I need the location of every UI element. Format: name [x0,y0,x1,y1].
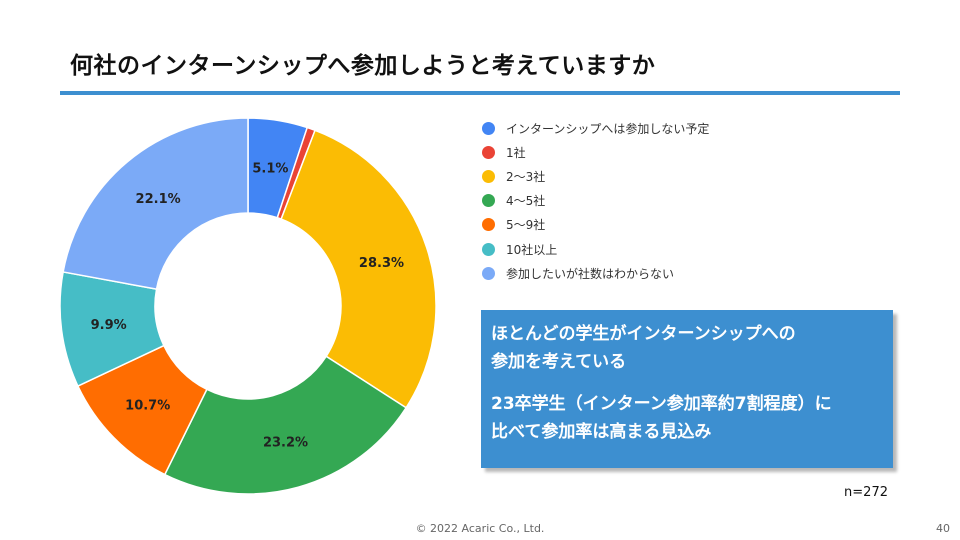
legend-swatch [482,266,495,280]
slice-value-label-7: 22.1% [136,192,181,207]
callout-box: ほとんどの学生がインターンシップへの 参加を考えている 23卒学生（インターン参… [481,310,893,468]
slice-value-label-1: 5.1% [252,161,288,176]
page-number: 40 [936,522,950,535]
copyright-footer: © 2022 Acaric Co., Ltd. [415,522,545,535]
slice-value-label-5: 10.7% [125,398,170,413]
callout-line-4: 比べて参加率は高まる見込み [491,422,712,442]
callout-line-1: ほとんどの学生がインターンシップへの [491,324,796,344]
legend-swatch [482,121,495,135]
legend-label: 10社以上 [506,242,558,257]
legend-item-4: 4〜5社 [482,189,709,213]
sample-size-label: n=272 [844,485,888,500]
chart-legend: インターンシップへは参加しない予定 1社 2〜3社 4〜5社 5〜9社 10社以上参加した… [482,116,709,285]
slice-value-label-4: 23.2% [263,435,308,450]
legend-swatch [482,194,495,208]
slice-value-label-6: 9.9% [91,318,127,333]
legend-label: 1社 [506,145,526,160]
legend-swatch [482,218,495,232]
page-title: 何社のインターンシップへ参加しようと考えていますか [70,53,656,79]
legend-item-5: 5〜9社 [482,213,709,237]
donut-slice-3 [280,129,437,409]
donut-slice-4 [163,355,408,495]
legend-item-7: 参加したいが社数はわからない [482,261,709,285]
legend-item-1: インターンシップへは参加しない予定 [482,116,709,140]
legend-swatch [482,169,495,183]
callout-line-3: 23卒学生（インターン参加率約7割程度）に [491,394,832,414]
legend-label: インターンシップへは参加しない予定 [506,121,710,136]
legend-item-6: 10社以上 [482,237,709,261]
legend-label: 参加したいが社数はわからない [506,266,675,281]
legend-item-2: 1社 [482,140,709,164]
legend-label: 2〜3社 [506,169,546,184]
donut-slice-7 [62,117,249,291]
legend-label: 4〜5社 [506,194,546,209]
legend-item-3: 2〜3社 [482,164,709,188]
legend-swatch [482,242,495,256]
donut-chart: 5.1% 28.3% 23.2% 10.7% 9.9% 22.1% [59,117,437,495]
legend-label: 5〜9社 [506,218,546,233]
slice-value-label-3: 28.3% [359,256,404,271]
callout-line-2: 参加を考えている [491,352,627,372]
legend-swatch [482,145,495,159]
title-divider [60,91,900,95]
